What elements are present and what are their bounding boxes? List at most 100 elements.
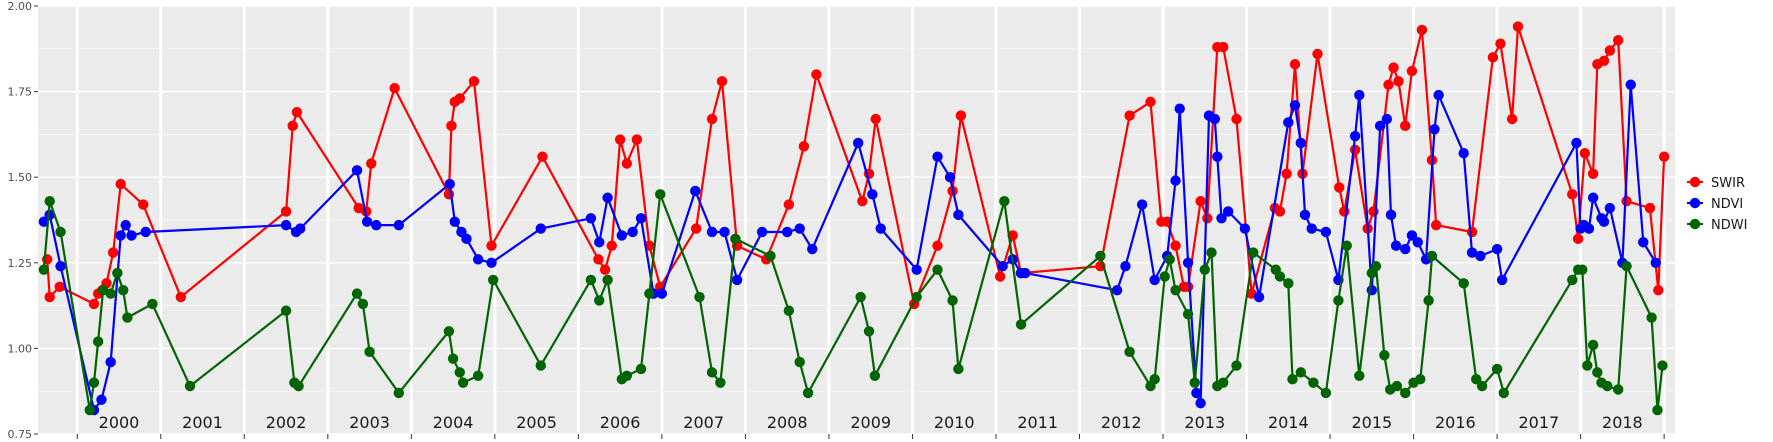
data-point-ndvi [126, 230, 137, 241]
data-point-ndwi [855, 291, 866, 303]
data-point-ndvi [1120, 261, 1131, 272]
data-point-ndwi [351, 288, 363, 299]
data-point-ndvi [1400, 243, 1411, 255]
data-point-ndwi [105, 288, 116, 299]
data-point-swir [1202, 213, 1213, 224]
data-point-ndvi [1239, 223, 1251, 234]
data-point-ndwi [1354, 370, 1365, 381]
data-point-ndwi [1274, 271, 1286, 282]
data-point-swir [1487, 52, 1499, 63]
year-label: 2006 [600, 413, 641, 432]
year-label: 2007 [683, 413, 724, 432]
legend-key-point [1689, 197, 1701, 209]
data-point-ndwi [472, 370, 484, 381]
data-point-ndwi [84, 404, 95, 416]
data-point-ndwi [1217, 377, 1229, 388]
data-point-ndvi [1216, 213, 1227, 224]
data-point-swir [1495, 38, 1506, 49]
data-point-ndvi [1458, 148, 1469, 159]
data-point-swir [606, 240, 617, 251]
data-point-ndwi [765, 250, 776, 262]
data-point-ndwi [293, 380, 304, 392]
data-point-ndwi [1095, 250, 1106, 262]
y-tick-label: 0.75 [8, 428, 33, 441]
data-point-ndvi [656, 288, 668, 299]
data-point-ndwi [1283, 278, 1294, 289]
data-point-swir [1579, 148, 1590, 159]
data-point-ndvi [1466, 247, 1478, 258]
data-point-ndvi [1136, 199, 1148, 210]
data-point-swir [446, 120, 457, 132]
data-point-ndvi [1433, 89, 1444, 101]
data-point-ndwi [1170, 284, 1181, 296]
data-point-ndvi [1475, 250, 1486, 262]
data-point-ndwi [1287, 374, 1298, 385]
data-point-swir [994, 271, 1006, 282]
legend-label: NDVI [1711, 197, 1743, 212]
data-point-ndwi [1379, 350, 1390, 361]
data-point-ndvi [1349, 130, 1361, 142]
data-point-swir [1567, 189, 1578, 200]
data-point-ndwi [1657, 360, 1668, 371]
data-point-ndwi [1587, 339, 1599, 351]
data-point-ndvi [1289, 100, 1301, 111]
data-point-ndvi [486, 257, 497, 268]
data-point-ndvi [602, 192, 613, 203]
data-point-ndvi [1491, 243, 1503, 255]
data-point-ndwi [694, 291, 705, 303]
year-label: 2011 [1017, 413, 1058, 432]
data-point-ndvi [1625, 79, 1636, 90]
data-point-swir [287, 120, 298, 132]
data-point-ndvi [1170, 175, 1181, 186]
data-point-ndvi [1354, 89, 1365, 101]
year-label: 2015 [1351, 413, 1392, 432]
data-point-ndvi [997, 261, 1008, 272]
data-point-ndvi [1295, 137, 1307, 149]
data-point-ndwi [1652, 404, 1663, 416]
grid [38, 5, 1675, 435]
data-point-swir [690, 223, 702, 234]
data-point-swir [1195, 195, 1206, 207]
data-point-swir [486, 240, 497, 251]
data-point-swir [1572, 233, 1584, 245]
data-point-ndvi [1385, 209, 1397, 221]
data-point-swir [1658, 151, 1670, 162]
data-point-swir [1145, 96, 1156, 108]
data-point-swir [1217, 41, 1229, 53]
data-point-swir [1289, 59, 1301, 70]
data-point-ndvi [280, 219, 292, 231]
data-point-swir [621, 158, 633, 169]
data-point-ndwi [947, 295, 958, 306]
data-point-swir [1406, 65, 1418, 77]
data-point-ndvi [1222, 206, 1234, 217]
data-point-ndwi [280, 305, 292, 316]
data-point-ndvi [449, 216, 460, 227]
year-label: 2002 [266, 413, 307, 432]
data-point-ndwi [1164, 254, 1175, 265]
data-point-ndvi [1571, 137, 1582, 149]
data-point-ndwi [1308, 377, 1319, 388]
data-point-ndwi [147, 298, 158, 310]
data-point-ndwi [1341, 240, 1352, 251]
data-point-ndwi [794, 356, 805, 368]
data-point-ndwi [1458, 278, 1469, 289]
data-point-ndwi [487, 274, 499, 286]
year-label: 2008 [767, 413, 808, 432]
data-point-ndwi [1333, 295, 1344, 306]
data-point-ndwi [932, 264, 943, 275]
y-tick-label: 1.75 [8, 86, 33, 99]
data-point-ndvi [361, 216, 373, 227]
data-point-swir [599, 264, 611, 275]
data-point-ndwi [1423, 295, 1434, 306]
data-point-ndvi [944, 172, 956, 183]
data-point-ndvi [1587, 192, 1599, 203]
data-point-swir [783, 199, 795, 210]
data-point-ndvi [1390, 240, 1402, 251]
y-tick-label: 1.25 [8, 257, 33, 270]
data-point-swir [44, 291, 55, 303]
data-point-ndwi [1159, 271, 1170, 282]
year-label: 2010 [934, 413, 975, 432]
data-point-ndvi [1583, 223, 1595, 234]
data-point-swir [716, 76, 728, 87]
